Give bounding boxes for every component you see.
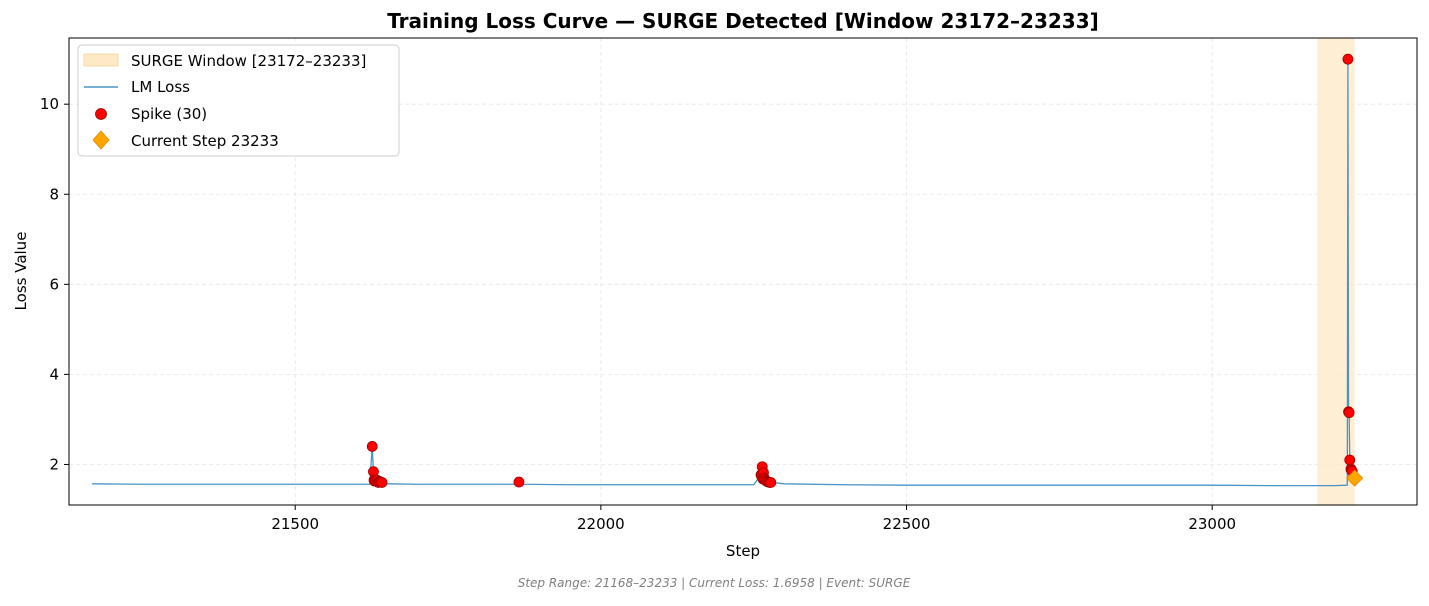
y-axis-label: Loss Value <box>12 232 30 311</box>
spike-point <box>366 441 378 452</box>
y-tick-label: 10 <box>40 95 59 113</box>
spike-point <box>765 477 777 488</box>
plot-frame <box>68 37 1418 506</box>
legend-box <box>77 44 400 157</box>
y-tick-label: 4 <box>49 365 59 383</box>
spike-point <box>1342 53 1354 65</box>
legend-swatch-current <box>92 130 110 150</box>
x-tick-label: 22000 <box>577 515 625 533</box>
legend-label-current: Current Step 23233 <box>131 132 279 150</box>
plot-area: 21500 22000 22500 23000 2 4 6 8 10 <box>40 37 1418 533</box>
y-tick-label: 6 <box>49 275 59 293</box>
footer-note: Step Range: 21168–23233 | Current Loss: … <box>518 576 911 590</box>
spike-point <box>376 477 388 488</box>
legend-swatch-spike <box>95 108 107 120</box>
spike-point <box>1344 454 1356 466</box>
spike-point <box>513 476 525 488</box>
legend-label-line: LM Loss <box>131 78 190 96</box>
legend-label-window: SURGE Window [23172–23233] <box>131 52 366 70</box>
spike-point <box>1343 407 1355 419</box>
current-step-marker <box>1346 469 1364 487</box>
legend-label-spike: Spike (30) <box>131 105 207 123</box>
legend: SURGE Window [23172–23233] LM Loss Spike… <box>77 44 400 157</box>
y-tick-label: 2 <box>49 455 59 473</box>
x-tick-label: 22500 <box>883 515 931 533</box>
chart-title: Training Loss Curve — SURGE Detected [Wi… <box>387 9 1099 33</box>
x-tick-label: 21500 <box>271 515 319 533</box>
x-tick-label: 23000 <box>1188 515 1236 533</box>
legend-swatch-window <box>83 53 119 67</box>
y-tick-label: 8 <box>49 185 59 203</box>
x-axis-label: Step <box>726 542 760 560</box>
